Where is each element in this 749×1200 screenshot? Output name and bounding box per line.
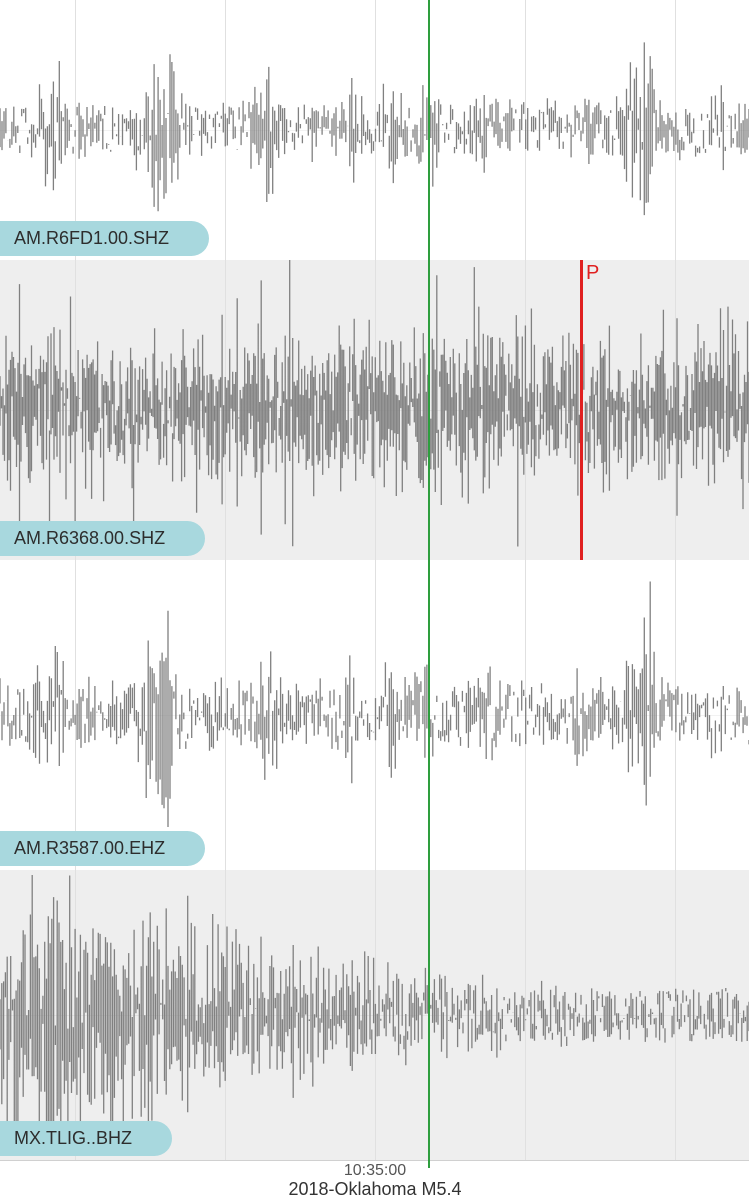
axis-title: 2018-Oklahoma M5.4 <box>288 1179 461 1200</box>
time-axis: 10:35:002018-Oklahoma M5.4 <box>0 1160 749 1200</box>
channel-label[interactable]: AM.R6368.00.SHZ <box>0 521 205 556</box>
waveform-track[interactable]: AM.R3587.00.EHZ <box>0 560 749 870</box>
waveform <box>0 560 749 870</box>
p-pick-marker[interactable] <box>580 260 583 560</box>
waveform-track[interactable]: AM.R6FD1.00.SHZ <box>0 0 749 260</box>
waveform-track[interactable]: P AM.R6368.00.SHZ <box>0 260 749 560</box>
channel-label[interactable]: AM.R3587.00.EHZ <box>0 831 205 866</box>
waveform <box>0 260 749 560</box>
p-pick-label: P <box>586 262 599 285</box>
time-tick-label: 10:35:00 <box>344 1162 406 1180</box>
channel-label[interactable]: MX.TLIG..BHZ <box>0 1121 172 1156</box>
channel-label[interactable]: AM.R6FD1.00.SHZ <box>0 221 209 256</box>
waveform <box>0 870 749 1160</box>
time-cursor[interactable] <box>428 0 430 1168</box>
seismogram-container: AM.R6FD1.00.SHZ P AM.R6368.00.SHZ AM.R3587.… <box>0 0 749 1200</box>
waveform-track[interactable]: MX.TLIG..BHZ <box>0 870 749 1160</box>
